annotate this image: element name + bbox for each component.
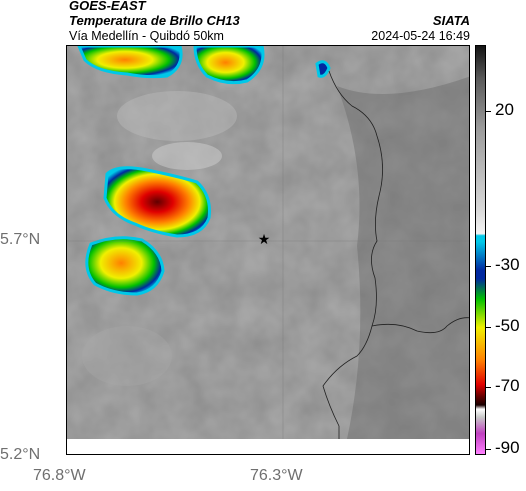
colorbar-label-minus50: -50 — [495, 316, 520, 335]
eastern-region — [337, 76, 469, 439]
timestamp-label: 2024-05-24 16:49 — [371, 29, 470, 43]
light-cloud-patch — [152, 142, 222, 170]
colorbar-tick — [486, 111, 491, 112]
colorbar-tick — [486, 266, 491, 267]
organization-label: SIATA — [432, 13, 470, 28]
colorbar-tick — [486, 449, 491, 450]
lon-label-76.8: 76.8°W — [33, 467, 86, 484]
lon-label-76.3: 76.3°W — [250, 467, 303, 484]
route-subtitle: Vía Medellín - Quibdó 50km — [69, 29, 224, 43]
colorbar-label-minus70: -70 — [495, 376, 520, 395]
colorbar-tick — [486, 387, 491, 388]
convective-cell-north-1 — [77, 46, 183, 79]
colorbar-label-20: 20 — [495, 100, 514, 119]
map-bottom-strip — [67, 439, 469, 454]
colorbar-label-minus30: -30 — [495, 255, 520, 274]
lat-label-5.7: 5.7°N — [0, 231, 41, 248]
star-icon: ★ — [258, 231, 271, 247]
convective-cell-west — [85, 236, 165, 296]
colorbar-tick — [486, 327, 491, 328]
light-cloud-patch — [117, 91, 237, 141]
colorbar-label-minus90: -90 — [495, 438, 520, 457]
convective-cell-central — [103, 166, 211, 238]
lat-label-5.2: 5.2°N — [0, 446, 41, 463]
border-line — [322, 70, 383, 439]
border-line-east — [371, 317, 469, 334]
temperature-colorbar — [475, 45, 486, 455]
satellite-map: ★ — [67, 46, 469, 454]
product-title: Temperatura de Brillo CH13 — [69, 13, 240, 28]
convective-cell-north-2 — [193, 46, 265, 85]
map-panel: ★ — [66, 45, 470, 455]
light-cloud-patch — [82, 326, 172, 386]
convective-cell-north-3 — [315, 60, 331, 78]
satellite-label: GOES-EAST — [69, 0, 146, 13]
